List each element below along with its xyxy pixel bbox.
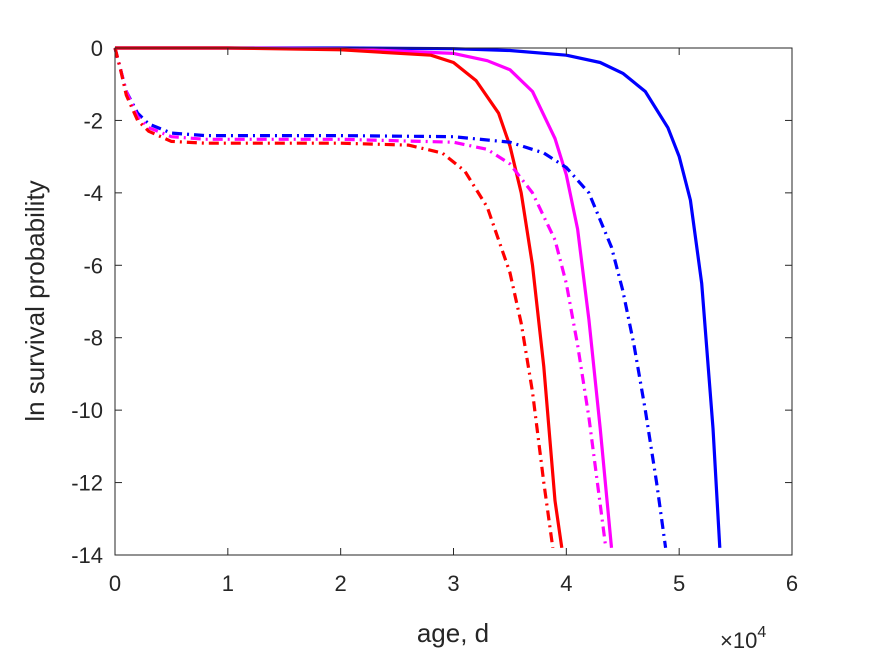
- x-tick-label: 5: [673, 571, 685, 596]
- plot-area: [115, 48, 792, 555]
- x-tick-label: 0: [109, 571, 121, 596]
- y-tick-label: -4: [83, 181, 103, 206]
- x-tick-label: 4: [560, 571, 572, 596]
- x-tick-label: 2: [335, 571, 347, 596]
- series-line-4: [113, 47, 668, 549]
- y-axis-label: ln survival probability: [20, 180, 50, 421]
- x-multiplier-base: ×10: [720, 628, 757, 653]
- y-tick-label: -2: [83, 108, 103, 133]
- series-line-6: [113, 47, 555, 549]
- y-tick-label: -10: [71, 398, 103, 423]
- x-tick-label: 6: [786, 571, 798, 596]
- x-multiplier: ×104: [720, 624, 766, 653]
- y-tick-label: -12: [71, 471, 103, 496]
- x-tick-label: 3: [447, 571, 459, 596]
- y-tick-label: -6: [83, 253, 103, 278]
- y-tick-label: 0: [91, 36, 103, 61]
- x-tick-label: 1: [222, 571, 234, 596]
- y-tick-label: -14: [71, 543, 103, 568]
- y-tick-label: -8: [83, 326, 103, 351]
- tick-layer: 0 1 2 3 4 5 6 0 -2 -4 -6 -8 -10 -12 -14: [71, 36, 798, 596]
- x-axis-label: age, d: [417, 618, 489, 648]
- x-multiplier-exponent: 4: [757, 624, 766, 641]
